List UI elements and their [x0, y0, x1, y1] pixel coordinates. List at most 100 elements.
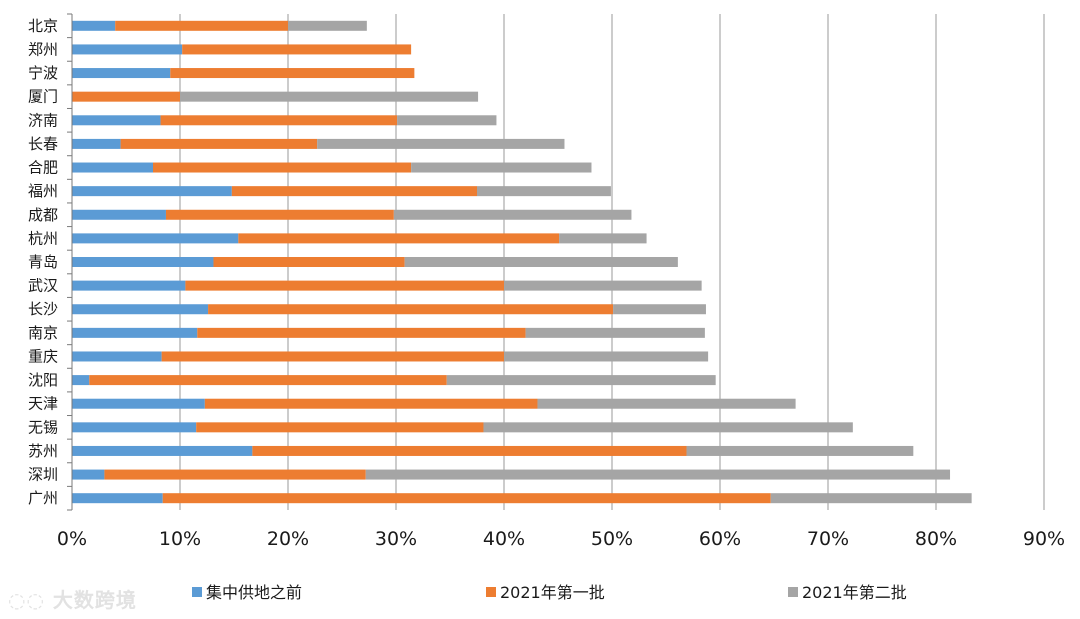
bar-segment-series-1: [231, 186, 477, 197]
category-label: 北京: [28, 17, 58, 35]
bar-segment-series-0: [72, 44, 183, 55]
category-label: 广州: [28, 489, 58, 507]
category-label: 宁波: [28, 64, 58, 82]
legend-swatch-batch2: [788, 587, 798, 597]
x-tick-label: 70%: [807, 528, 849, 550]
bar-segment-series-2: [504, 351, 709, 362]
bar-segment-series-2: [477, 186, 611, 197]
bar-segment-series-0: [72, 20, 116, 31]
bar-segment-series-2: [411, 162, 592, 173]
bar-segment-series-0: [72, 280, 186, 291]
category-label: 厦门: [28, 88, 58, 106]
category-label: 苏州: [28, 442, 58, 460]
bar-segment-series-1: [104, 469, 366, 480]
bar-segment-series-2: [288, 20, 367, 31]
category-label: 沈阳: [28, 371, 58, 389]
bar-segment-series-0: [72, 422, 197, 433]
bar-segment-series-1: [213, 257, 405, 267]
category-label: 成都: [28, 206, 58, 224]
bar-segment-series-0: [72, 68, 171, 79]
bar-segment-series-2: [446, 375, 716, 386]
bar-segment-series-0: [72, 186, 232, 197]
watermark-icon: ◌◌: [8, 588, 45, 612]
watermark-logo: ◌◌ 大数跨境: [8, 584, 137, 613]
legend-swatch-before: [192, 587, 202, 597]
legend-label-batch2: 2021年第二批: [802, 583, 907, 602]
bar-segment-series-2: [559, 233, 647, 244]
bar-segment-series-0: [72, 398, 205, 409]
bar-segment-series-0: [72, 209, 166, 220]
bar-segment-series-1: [208, 304, 614, 315]
legend-swatch-batch1: [486, 587, 496, 597]
x-tick-label: 90%: [1023, 528, 1065, 550]
bar-segment-series-0: [72, 351, 162, 362]
x-tick-label: 10%: [159, 528, 201, 550]
category-label: 长春: [28, 135, 58, 153]
legend-label-batch1: 2021年第一批: [500, 583, 605, 602]
bar-segment-series-0: [72, 469, 105, 480]
category-label: 天津: [28, 395, 58, 413]
bar-segment-series-1: [115, 20, 288, 31]
value-axis: 0% 10% 20% 30% 40% 50% 60% 70% 80% 90%: [57, 528, 1065, 550]
bar-segment-series-1: [196, 422, 484, 433]
x-tick-label: 40%: [483, 528, 525, 550]
category-label: 南京: [28, 324, 58, 342]
bar-segment-series-0: [72, 233, 239, 244]
bar-segment-series-0: [72, 162, 153, 173]
bar-segment-series-1: [165, 209, 394, 220]
category-label: 杭州: [28, 229, 58, 247]
bar-segment-series-0: [72, 493, 163, 504]
bar-segment-series-1: [252, 445, 687, 456]
legend: 集中供地之前 2021年第一批 2021年第二批: [192, 583, 907, 602]
bar-segment-series-1: [72, 91, 180, 102]
category-label: 济南: [28, 111, 58, 129]
x-tick-label: 20%: [267, 528, 309, 550]
x-tick-label: 80%: [915, 528, 957, 550]
bar-segment-series-0: [72, 445, 253, 456]
bar-segment-series-1: [153, 162, 412, 173]
x-tick-label: 30%: [375, 528, 417, 550]
bar-segment-series-0: [72, 138, 121, 149]
category-axis: 北京郑州宁波厦门济南长春合肥福州成都杭州青岛武汉长沙南京重庆沈阳天津无锡苏州深圳…: [28, 13, 73, 511]
x-tick-label: 0%: [57, 528, 87, 550]
watermark-text: 大数跨境: [52, 588, 137, 612]
bar-segment-series-1: [120, 138, 318, 149]
bar-segment-series-2: [397, 115, 497, 126]
bar-segment-series-0: [72, 304, 209, 315]
bar-segment-series-2: [613, 304, 706, 315]
bar-segment-series-0: [72, 257, 214, 267]
bar-segment-series-0: [72, 375, 90, 386]
category-label: 长沙: [28, 300, 58, 318]
bar-segment-series-1: [238, 233, 560, 244]
bar-segment-series-2: [393, 209, 632, 220]
bar-segment-series-1: [182, 44, 412, 55]
bar-segment-series-2: [537, 398, 796, 409]
x-tick-label: 50%: [591, 528, 633, 550]
bar-segment-series-0: [72, 115, 161, 126]
category-label: 武汉: [28, 277, 58, 295]
legend-label-before: 集中供地之前: [206, 583, 302, 602]
category-label: 福州: [28, 182, 58, 200]
bars: [72, 20, 972, 504]
bar-segment-series-1: [185, 280, 504, 291]
bar-segment-series-1: [89, 375, 447, 386]
bar-segment-series-2: [483, 422, 853, 433]
bar-segment-series-1: [160, 115, 398, 126]
bar-segment-series-2: [525, 327, 705, 338]
bar-segment-series-0: [72, 327, 198, 338]
bar-segment-series-2: [686, 445, 914, 456]
bar-segment-series-2: [404, 257, 678, 267]
category-label: 郑州: [28, 40, 58, 58]
bar-segment-series-2: [180, 91, 479, 102]
bar-segment-series-1: [161, 351, 504, 362]
bar-segment-series-2: [365, 469, 951, 480]
x-tick-label: 60%: [699, 528, 741, 550]
category-label: 合肥: [28, 159, 58, 177]
category-label: 重庆: [28, 347, 58, 365]
bar-segment-series-1: [170, 68, 415, 79]
bar-segment-series-1: [162, 493, 771, 504]
category-label: 深圳: [28, 466, 58, 484]
bar-segment-series-2: [317, 138, 565, 149]
bar-segment-series-2: [770, 493, 972, 504]
